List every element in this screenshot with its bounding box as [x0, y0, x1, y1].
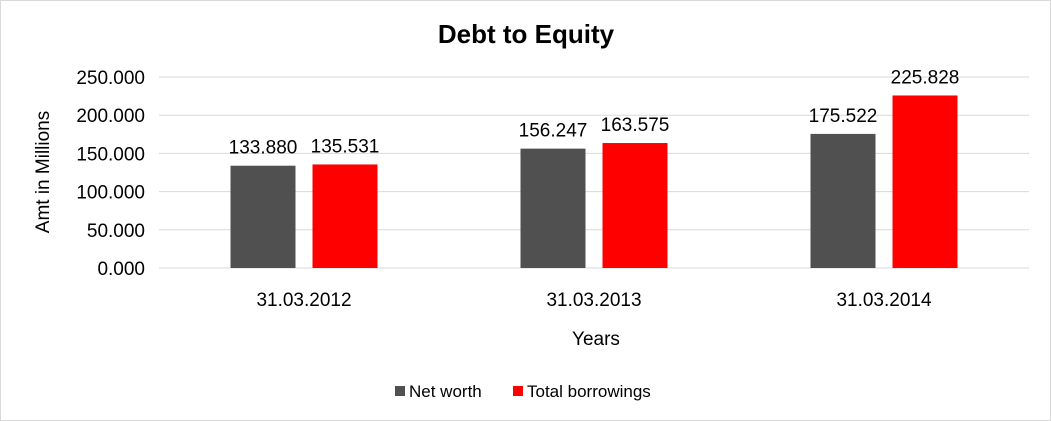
legend-swatch [513, 386, 523, 396]
legend-label: Net worth [409, 382, 482, 401]
y-tick-label: 200.000 [76, 106, 145, 127]
bars [230, 95, 958, 268]
bar-net-worth [520, 148, 586, 268]
legend-swatch [395, 386, 405, 396]
y-tick-label: 150.000 [76, 144, 145, 165]
x-tick-label: 31.03.2013 [546, 290, 641, 311]
x-tick-label: 31.03.2014 [836, 290, 932, 311]
y-tick-label: 0.000 [97, 259, 145, 280]
data-label: 156.247 [519, 121, 588, 142]
x-tick-label: 31.03.2012 [256, 290, 351, 311]
bar-total-borrowings [602, 143, 668, 268]
bar-net-worth [810, 133, 876, 268]
x-axis-title: Years [572, 329, 620, 350]
bar-total-borrowings [312, 164, 378, 268]
y-tick-label: 250.000 [76, 68, 145, 89]
data-labels: 133.880 135.531 156.247 163.575 175.522 225.8… [229, 67, 960, 158]
y-tick-label: 100.000 [76, 183, 145, 204]
y-axis-ticks: 0.000 50.000 100.000 150.000 200.000 250.000 [76, 68, 145, 280]
chart-title: Debt to Equity [438, 19, 615, 49]
bar-net-worth [230, 165, 296, 268]
gridlines [159, 76, 1029, 269]
bar-total-borrowings [892, 95, 958, 268]
y-axis-title: Amt in Millions [33, 111, 54, 233]
data-label: 133.880 [229, 138, 298, 159]
data-label: 163.575 [601, 115, 670, 136]
x-axis-ticks: 31.03.2012 31.03.2013 31.03.2014 [256, 290, 932, 311]
y-tick-label: 50.000 [87, 221, 145, 242]
legend: Net worth Total borrowings [395, 382, 651, 401]
data-label: 135.531 [311, 136, 380, 157]
data-label: 175.522 [809, 106, 878, 127]
data-label: 225.828 [891, 67, 960, 88]
legend-label: Total borrowings [527, 382, 651, 401]
